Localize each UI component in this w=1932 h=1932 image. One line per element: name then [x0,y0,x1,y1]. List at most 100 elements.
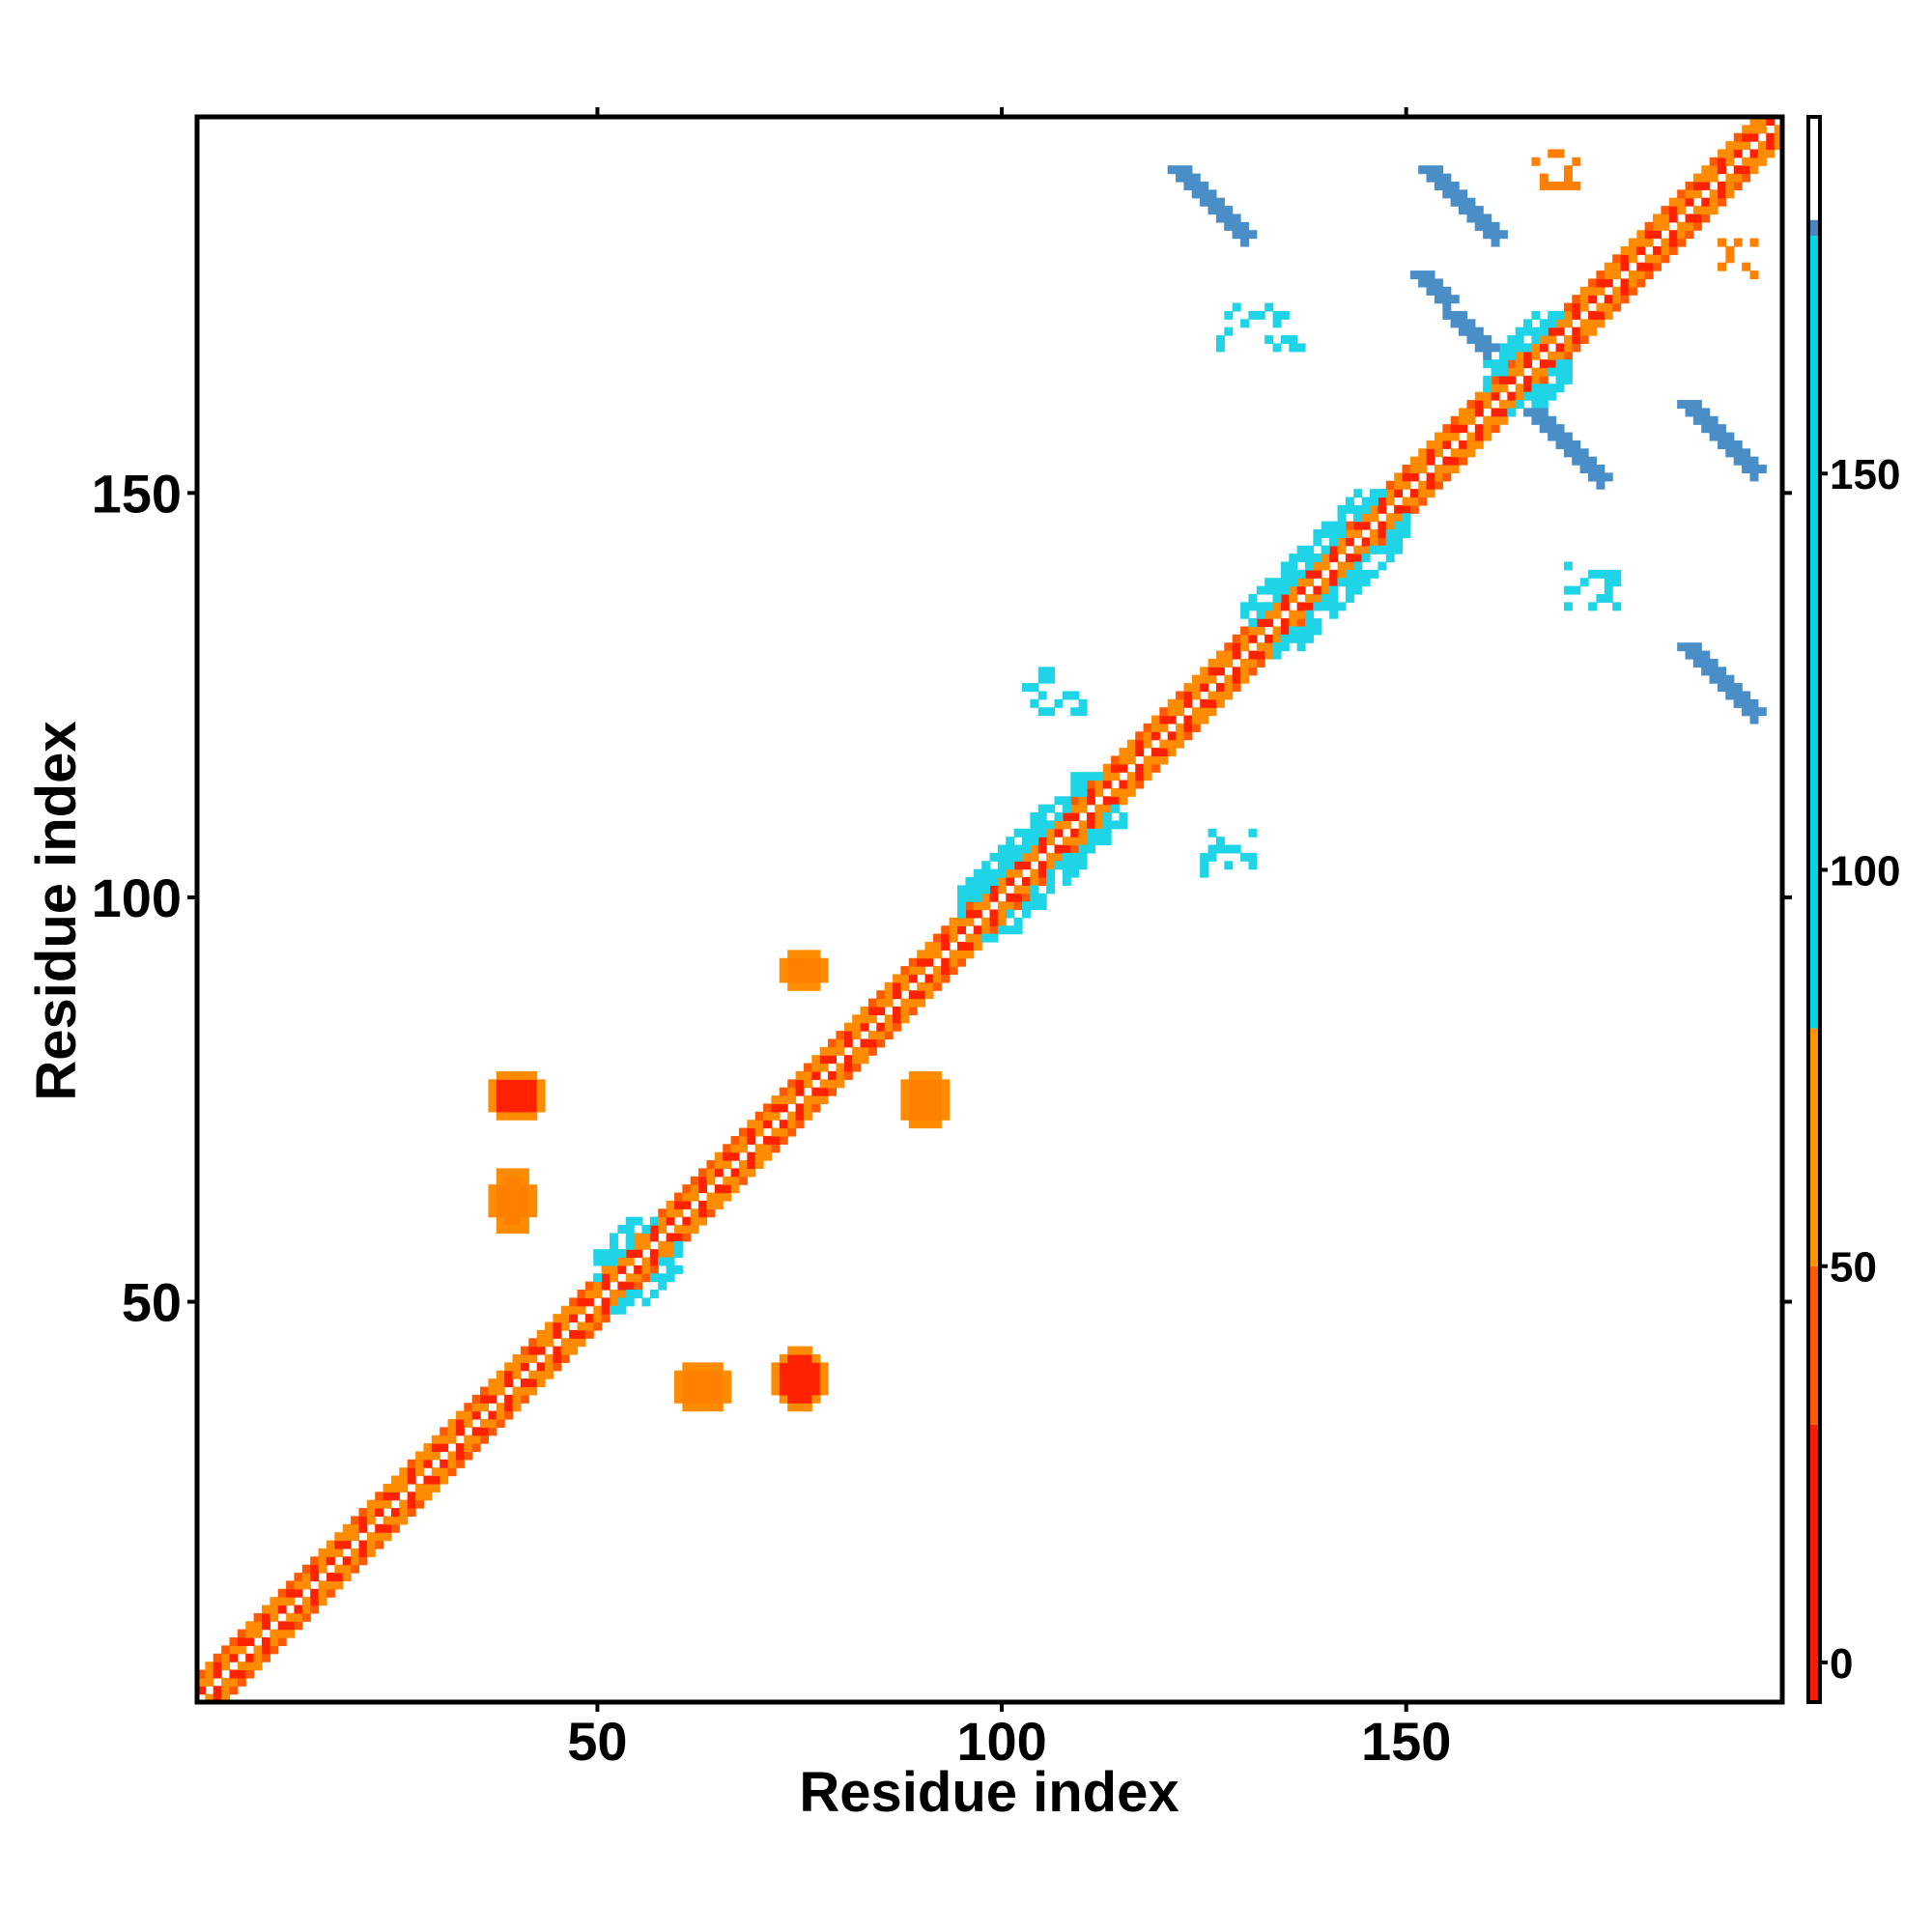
diagonal-cell [1111,787,1121,797]
diagonal-cell [301,1580,311,1590]
diagonal-cell [277,1621,287,1631]
contact-streak-cell [1191,189,1201,199]
diagonal-cell [245,1669,255,1679]
diagonal-cell [1037,861,1047,870]
contact-block-cell [1030,837,1039,846]
diagonal-cell [1232,650,1241,660]
diagonal-cell [1119,787,1128,797]
contact-streak-cell [1709,667,1719,676]
diagonal-cell [1426,440,1435,449]
diagonal-cell [1191,715,1201,724]
diagonal-cell [1305,602,1314,611]
diagonal-cell [641,1273,651,1283]
diagonal-cell [690,1192,699,1202]
diagonal-cell [1280,626,1290,636]
diagonal-cell [1256,642,1265,652]
contact-streak-cell [1685,642,1694,652]
diagonal-cell [1256,626,1265,636]
diagonal-cell [1442,456,1452,466]
diagonal-cell [1215,658,1225,668]
contact-block-cell [997,868,1007,878]
diagonal-cell [666,1249,675,1259]
contact-streak-cell [1596,465,1605,473]
diagonal-cell [294,1605,303,1614]
diagonal-cell [738,1168,748,1178]
contact-block-cell [1046,868,1056,878]
diagonal-cell [1733,173,1743,183]
diagonal-cell [673,1208,683,1218]
diagonal-cell [342,1540,352,1549]
diagonal-cell [1280,618,1290,628]
diagonal-cell [1013,861,1023,870]
contact-patch-cell [795,1386,805,1396]
diagonal-cell [318,1548,327,1557]
contact-block-cell [641,1297,651,1307]
contact-block-cell [1296,642,1306,652]
diagonal-cell [1668,213,1678,223]
diagonal-cell [836,1063,845,1072]
diagonal-cell [1588,278,1598,288]
diagonal-cell [553,1321,562,1331]
diagonal-cell [1426,480,1435,490]
diagonal-cell [1749,125,1759,134]
diagonal-cell [1620,254,1630,264]
diagonal-cell [884,998,894,1008]
diagonal-cell [229,1677,239,1687]
diagonal-cell [1167,715,1177,724]
contact-block-cell [989,852,999,862]
contact-block-cell [1037,820,1047,830]
diagonal-cell [577,1290,586,1298]
diagonal-cell [1337,537,1347,547]
diagonal-cell [399,1516,409,1525]
diagonal-cell [1742,125,1751,134]
diagonal-cell [496,1370,505,1379]
diagonal-cell [730,1144,740,1153]
contact-block-cell [666,1273,675,1283]
diagonal-cell [221,1693,231,1703]
diagonal-cell [1733,149,1743,158]
diagonal-cell [593,1321,603,1331]
diagonal-cell [1183,698,1193,708]
diagonal-cell [1596,278,1605,288]
diagonal-cell [957,957,966,967]
diagonal-cell [584,1321,594,1331]
diagonal-cell [1046,852,1056,862]
diagonal-cell [237,1645,246,1655]
contact-patch-cell [787,1394,797,1404]
diagonal-cell [1086,780,1095,789]
contact-patch-cell [1046,707,1056,717]
diagonal-cell [407,1508,416,1518]
contact-patch-cell [917,1111,926,1121]
contact-streak-cell [1426,278,1435,288]
contact-streak-cell [1474,343,1484,353]
contact-streak-cell [1450,189,1460,199]
diagonal-cell [1264,610,1274,619]
diagonal-cell [584,1281,594,1291]
contact-patch-cell [941,1087,951,1096]
contact-block-cell [1378,489,1387,498]
diagonal-cell [682,1233,692,1242]
contact-patch-cell [1037,691,1047,700]
contact-block-cell [1353,513,1363,523]
contact-block-cell [1280,578,1290,587]
diagonal-cell [1548,351,1557,360]
diagonal-cell [1200,707,1209,717]
diagonal-cell [989,925,999,935]
diagonal-cell [310,1597,320,1606]
contact-block-cell [1248,602,1258,611]
diagonal-cell [464,1443,473,1453]
diagonal-cell [1191,707,1201,717]
diagonal-cell [1191,691,1201,700]
contact-streak-cell [1692,642,1702,652]
diagonal-cell [795,1079,805,1089]
diagonal-cell [601,1264,611,1274]
contact-block-cell [1021,844,1031,854]
diagonal-cell [811,1063,821,1072]
contact-streak-cell [1725,448,1735,458]
diagonal-cell [932,966,942,976]
diagonal-cell [1604,310,1613,320]
contact-block-cell [609,1257,618,1266]
diagonal-cell [536,1338,546,1348]
contact-patch-cell [787,1378,797,1388]
contact-block-cell [1119,820,1128,830]
